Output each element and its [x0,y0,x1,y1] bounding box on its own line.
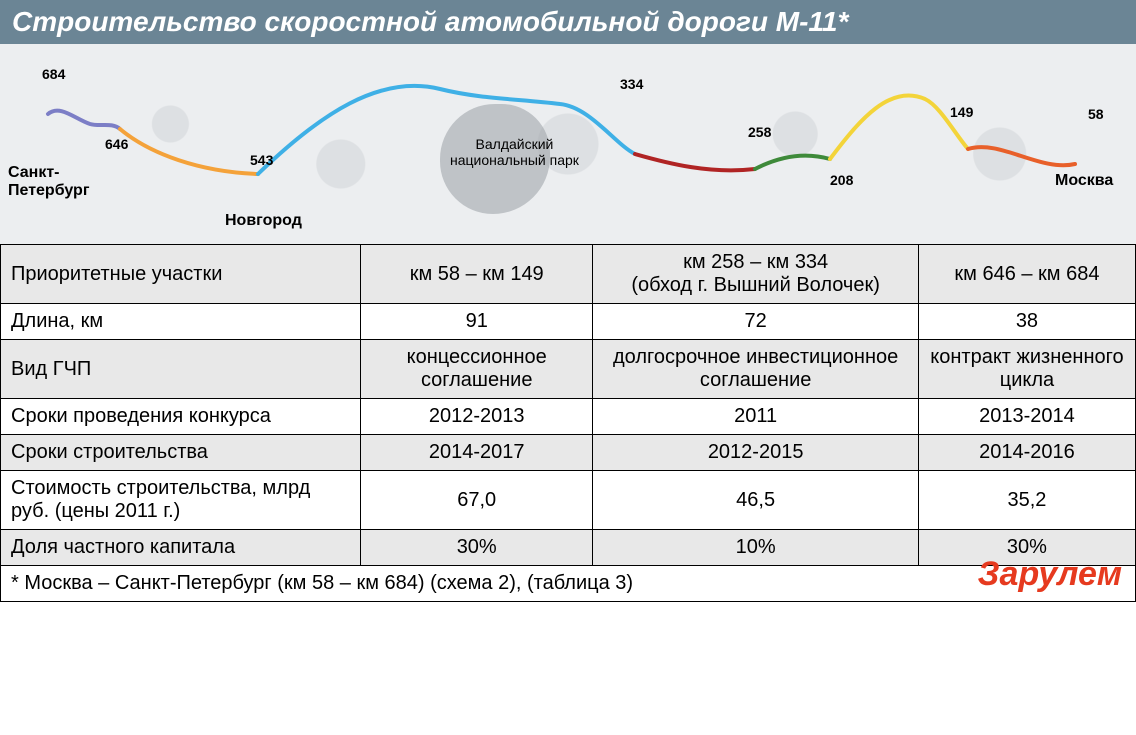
row-label: Доля частного капитала [1,530,361,566]
cell: долгосрочное инвестиционное соглашение [593,340,918,399]
cell: 35,2 [918,471,1135,530]
seg-646-543 [120,129,258,174]
route-map: 684 646 543 334 258 208 149 58 Санкт- Пе… [0,44,1136,244]
cell: 2012-2013 [361,399,593,435]
table-row: Сроки проведения конкурса2012-2013201120… [1,399,1136,435]
cell: 2012-2015 [593,435,918,471]
infographic-container: Строительство скоростной атомобильной до… [0,0,1136,602]
cell: 46,5 [593,471,918,530]
city-spb: Санкт- Петербург [8,164,90,200]
row-label: Вид ГЧП [1,340,361,399]
cell: 2013-2014 [918,399,1135,435]
km-58: 58 [1088,106,1104,122]
cell: км 646 – км 684 [918,245,1135,304]
cell: 2011 [593,399,918,435]
city-moscow: Москва [1055,172,1113,190]
cell: контракт жизненного цикла [918,340,1135,399]
seg-334-258 [635,154,755,170]
row-label: Сроки проведения конкурса [1,399,361,435]
row-label: Сроки строительства [1,435,361,471]
row-label: Стоимость строительства, млрд руб. (цены… [1,471,361,530]
cell: 30% [361,530,593,566]
seg-684-646 [48,111,120,129]
title-bar: Строительство скоростной атомобильной до… [0,0,1136,44]
cell: 91 [361,304,593,340]
table-row: Доля частного капитала30%10%30% [1,530,1136,566]
footnote: * Москва – Санкт-Петербург (км 58 – км 6… [1,566,1136,602]
table-row: Вид ГЧПконцессионное соглашениедолгосроч… [1,340,1136,399]
logo-rulem: рулем [1018,555,1122,593]
table-row: Длина, км917238 [1,304,1136,340]
cell: 2014-2017 [361,435,593,471]
cell: 2014-2016 [918,435,1135,471]
seg-149-58 [968,147,1075,165]
cell: концессионное соглашение [361,340,593,399]
table-row: Стоимость строительства, млрд руб. (цены… [1,471,1136,530]
city-novgorod: Новгород [225,212,302,230]
km-258: 258 [748,124,771,140]
cell: км 258 – км 334 (обход г. Вышний Волочек… [593,245,918,304]
km-646: 646 [105,136,128,152]
km-334: 334 [620,76,643,92]
seg-258-208 [755,156,830,169]
zarulem-logo: Зарулем [978,555,1122,594]
seg-208-149 [830,95,968,159]
cell: 10% [593,530,918,566]
km-684: 684 [42,66,65,82]
row-label: Длина, км [1,304,361,340]
cell: 72 [593,304,918,340]
row-label: Приоритетные участки [1,245,361,304]
cell: 67,0 [361,471,593,530]
data-table: Приоритетные участкикм 58 – км 149км 258… [0,244,1136,602]
park-label: Валдайский национальный парк [450,136,579,168]
table-row: Приоритетные участкикм 58 – км 149км 258… [1,245,1136,304]
logo-za: За [978,555,1019,593]
table-row: Сроки строительства2014-20172012-2015201… [1,435,1136,471]
km-149: 149 [950,104,973,120]
cell: 38 [918,304,1135,340]
km-208: 208 [830,172,853,188]
km-543: 543 [250,152,273,168]
cell: км 58 – км 149 [361,245,593,304]
